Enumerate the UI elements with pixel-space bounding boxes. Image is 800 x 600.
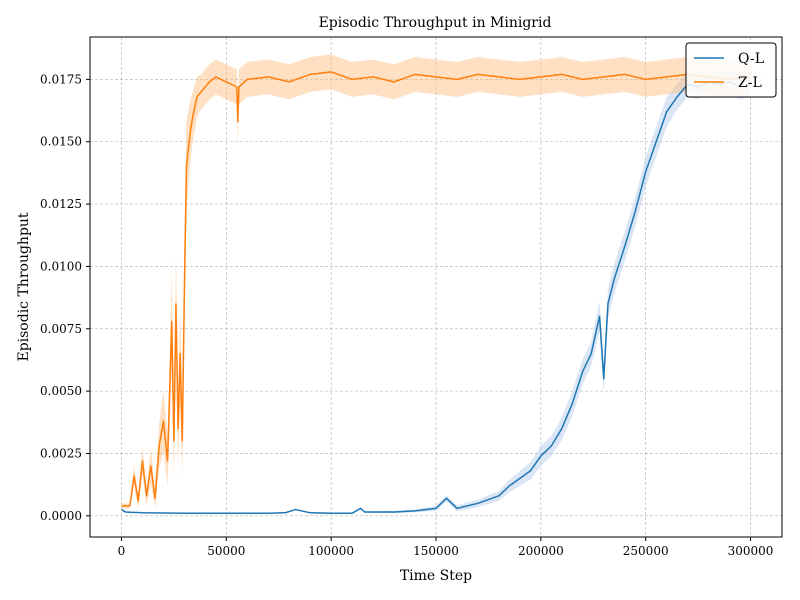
x-tick-label: 0	[118, 544, 126, 558]
x-tick-label: 300000	[728, 544, 774, 558]
x-tick-label: 100000	[308, 544, 354, 558]
x-axis-title: Time Step	[400, 568, 472, 584]
line-z-l	[121, 71, 751, 507]
series-lines	[121, 71, 751, 515]
y-tick-label: 0.0175	[40, 72, 82, 86]
legend: Q-L Z-L	[685, 42, 777, 98]
y-tick-label: 0.0100	[40, 259, 82, 273]
y-tick-label: 0.0050	[40, 384, 82, 398]
line-q-l	[121, 81, 751, 515]
x-axis: 0 50000 100000 150000 200000 250000 300000	[118, 537, 774, 558]
legend-label-q-l: Q-L	[738, 51, 764, 67]
y-axis-title: Episodic Throughput	[16, 212, 32, 361]
x-tick-label: 150000	[413, 544, 459, 558]
legend-box	[685, 42, 777, 98]
y-tick-label: 0.0075	[40, 322, 82, 336]
x-tick-label: 200000	[518, 544, 564, 558]
legend-label-z-l: Z-L	[738, 75, 762, 91]
y-tick-label: 0.0025	[40, 446, 82, 460]
y-tick-label: 0.0000	[40, 509, 82, 523]
chart-title: Episodic Throughput in Minigrid	[319, 15, 552, 31]
y-tick-label: 0.0150	[40, 135, 82, 149]
y-tick-label: 0.0125	[40, 197, 82, 211]
grid	[90, 37, 782, 537]
x-tick-label: 50000	[207, 544, 245, 558]
y-axis: 0.0000 0.0025 0.0050 0.0075 0.0100 0.0125 0.01…	[40, 72, 90, 523]
x-tick-label: 250000	[623, 544, 669, 558]
